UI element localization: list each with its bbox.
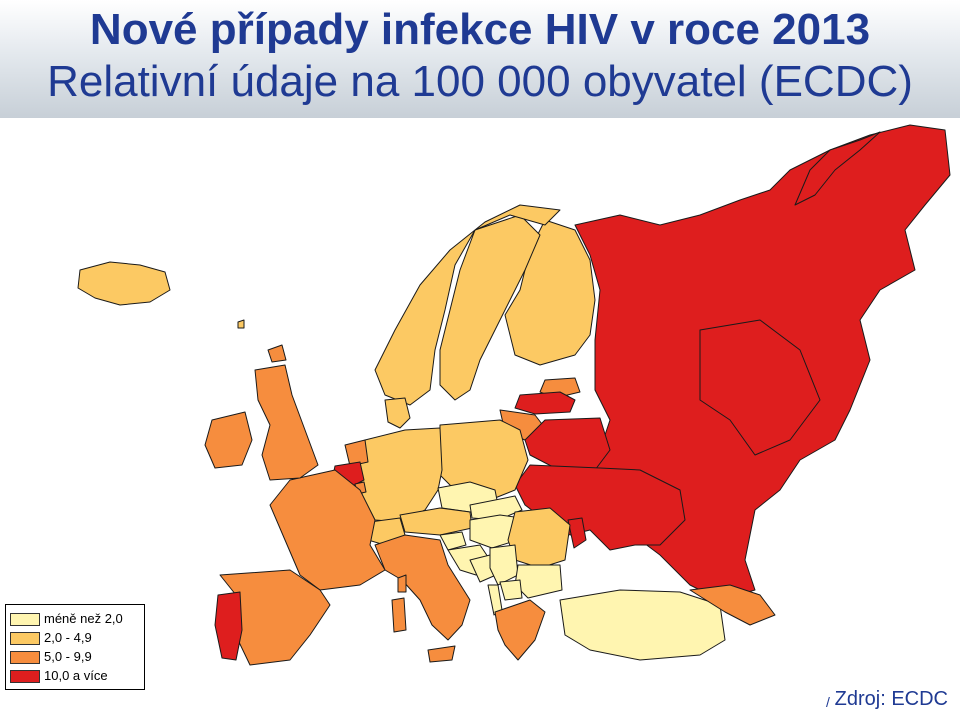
region-bulgaria	[514, 564, 563, 599]
region-finland	[504, 219, 596, 366]
region-faroe	[237, 319, 245, 329]
legend-swatch	[10, 613, 40, 626]
region-georgia	[689, 584, 776, 626]
legend-swatch	[10, 670, 40, 683]
region-ireland	[204, 411, 253, 469]
region-turkey	[559, 589, 726, 661]
region-latvia	[514, 391, 576, 415]
region-russia-islands	[794, 131, 881, 206]
legend-label: méně než 2,0	[44, 611, 123, 626]
region-uk	[254, 364, 319, 481]
region-germany	[359, 427, 443, 523]
legend-swatch	[10, 651, 40, 664]
legend-item: 10,0 a více	[10, 668, 140, 684]
region-sweden	[439, 214, 541, 401]
legend-item: 5,0 - 9,9	[10, 649, 140, 665]
region-ukraine	[514, 464, 686, 551]
legend-item: méně než 2,0	[10, 611, 140, 627]
region-poland	[439, 419, 529, 501]
page-subtitle: Relativní údaje na 100 000 obyvatel (ECD…	[47, 57, 913, 106]
europe-map	[77, 124, 951, 666]
region-sardinia	[391, 597, 407, 633]
legend-label: 10,0 a více	[44, 668, 108, 683]
region-slovakia	[469, 495, 523, 521]
region-macedonia	[499, 579, 523, 601]
region-uk-scotland-islands	[267, 344, 287, 363]
region-norway	[374, 204, 561, 406]
region-netherlands	[344, 439, 369, 467]
source-mark: /	[826, 694, 830, 710]
region-slovenia	[439, 531, 467, 551]
legend-swatch	[10, 632, 40, 645]
region-iceland	[77, 261, 171, 306]
region-denmark	[384, 397, 411, 429]
region-corsica	[397, 574, 407, 593]
region-moldova	[567, 517, 587, 549]
legend-item: 2,0 - 4,9	[10, 630, 140, 646]
region-sicily	[427, 645, 456, 663]
map-legend: méně než 2,0 2,0 - 4,9 5,0 - 9,9 10,0 a …	[5, 604, 145, 690]
page-title: Nové případy infekce HIV v roce 2013	[89, 5, 871, 54]
region-portugal	[214, 591, 243, 661]
region-serbia	[489, 544, 519, 586]
region-east	[699, 319, 821, 456]
legend-label: 2,0 - 4,9	[44, 630, 92, 645]
region-france	[269, 469, 386, 591]
region-romania	[507, 507, 571, 569]
legend-label: 5,0 - 9,9	[44, 649, 92, 664]
region-greece	[494, 599, 546, 661]
source-caption: Zdroj: ECDC	[834, 688, 948, 710]
title-banner: Nové případy infekce HIV v roce 2013 Rel…	[0, 0, 960, 118]
